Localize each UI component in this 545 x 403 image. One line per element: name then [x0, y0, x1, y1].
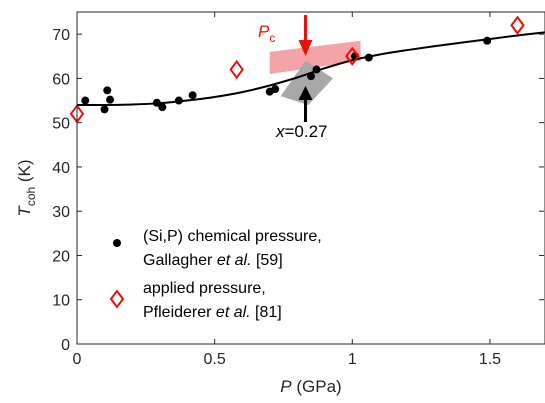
x-tick-label: 0.5 [204, 351, 226, 368]
data-point-chemical-pressure [152, 98, 161, 107]
y-tick-label: 60 [52, 71, 70, 88]
legend-chemical-pressure-line2: Gallagher et al. [59] [143, 252, 283, 269]
bands-layer [269, 40, 361, 105]
legend-applied-pressure-line1: applied pressure, [143, 280, 266, 297]
data-point-chemical-pressure [158, 103, 167, 112]
legend-marker-applied-pressure [109, 289, 125, 309]
plot-frame [76, 11, 545, 345]
annotations-layer: Pc x=0.27 [258, 15, 328, 141]
data-point-chemical-pressure [103, 86, 112, 95]
legend-marker-chemical-pressure [113, 239, 121, 247]
axes [76, 11, 545, 345]
y-tick-label: 50 [52, 116, 70, 133]
data-point-chemical-pressure [174, 96, 183, 105]
data-point-chemical-pressure [81, 96, 90, 105]
y-tick-label: 20 [52, 248, 70, 265]
ticks-layer: 0 0.5 1 1.5 0 10 20 30 40 50 60 70 [52, 12, 544, 368]
y-tick-label: 0 [61, 337, 70, 354]
legend-chemical-pressure-line1: (Si,P) chemical pressure, [143, 228, 322, 245]
legend: (Si,P) chemical pressure, Gallagher et a… [109, 228, 322, 321]
data-point-applied-pressure [229, 59, 244, 80]
pc-label: Pc [258, 22, 275, 45]
pc-arrow-head [298, 40, 313, 56]
shaded-band [269, 40, 361, 74]
x-tick-label: 0 [73, 351, 82, 368]
x-arrow-head [298, 86, 313, 100]
points-layer [69, 15, 525, 124]
data-point-chemical-pressure [100, 105, 109, 114]
shaded-band [280, 60, 334, 105]
y-axis-label: Tcoh (K) [15, 159, 38, 216]
x-tick-label: 1 [348, 351, 357, 368]
data-point-applied-pressure [510, 15, 525, 35]
data-point-chemical-pressure [307, 72, 315, 81]
data-point-chemical-pressure [483, 36, 492, 45]
x-composition-label: x=0.27 [275, 122, 328, 141]
y-tick-label: 30 [52, 204, 70, 221]
data-point-chemical-pressure [364, 53, 373, 62]
y-tick-label: 70 [52, 27, 70, 44]
data-point-applied-pressure [345, 46, 360, 66]
data-point-chemical-pressure [188, 91, 197, 100]
legend-applied-pressure-line2: Pfleiderer et al. [81] [143, 304, 282, 321]
y-tick-label: 10 [52, 293, 70, 310]
data-point-chemical-pressure [106, 95, 115, 104]
data-point-chemical-pressure [312, 65, 321, 74]
y-tick-label: 40 [52, 160, 70, 177]
x-axis-label: P (GPa) [280, 377, 341, 396]
data-point-chemical-pressure [271, 85, 280, 94]
x-tick-label: 1.5 [479, 351, 501, 368]
